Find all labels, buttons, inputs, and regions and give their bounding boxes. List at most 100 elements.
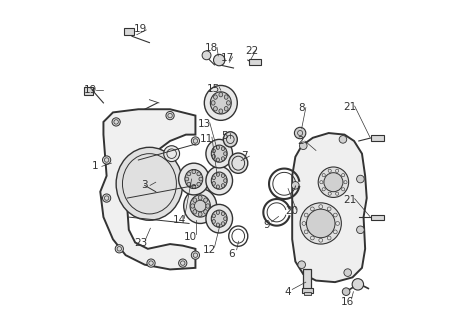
Ellipse shape: [185, 170, 203, 188]
Ellipse shape: [204, 210, 207, 214]
Text: 15: 15: [207, 84, 220, 94]
Ellipse shape: [212, 155, 215, 158]
Ellipse shape: [187, 182, 191, 186]
Ellipse shape: [211, 172, 227, 189]
Circle shape: [164, 146, 180, 162]
Polygon shape: [100, 109, 195, 269]
Ellipse shape: [185, 177, 189, 181]
Ellipse shape: [212, 181, 215, 185]
Circle shape: [357, 175, 364, 183]
Text: 21: 21: [344, 102, 357, 112]
FancyBboxPatch shape: [302, 288, 313, 293]
Text: 19: 19: [134, 24, 148, 34]
Ellipse shape: [219, 92, 223, 97]
Ellipse shape: [184, 188, 217, 223]
Ellipse shape: [198, 196, 202, 200]
Circle shape: [344, 269, 352, 276]
Ellipse shape: [216, 158, 219, 162]
Circle shape: [213, 54, 225, 66]
Ellipse shape: [223, 132, 237, 147]
Ellipse shape: [221, 222, 225, 226]
Circle shape: [342, 288, 350, 295]
Circle shape: [202, 51, 211, 60]
Ellipse shape: [212, 176, 215, 180]
Ellipse shape: [198, 212, 202, 216]
Text: 9: 9: [263, 220, 270, 230]
Ellipse shape: [206, 166, 233, 195]
Ellipse shape: [224, 179, 227, 182]
Circle shape: [339, 136, 347, 143]
Ellipse shape: [221, 184, 225, 188]
Ellipse shape: [197, 172, 201, 176]
Ellipse shape: [211, 101, 215, 105]
Ellipse shape: [211, 145, 227, 162]
Circle shape: [166, 111, 174, 120]
Ellipse shape: [178, 163, 209, 195]
Ellipse shape: [211, 210, 227, 227]
Circle shape: [191, 137, 199, 145]
Ellipse shape: [193, 210, 197, 214]
Ellipse shape: [213, 95, 217, 99]
FancyBboxPatch shape: [371, 135, 384, 141]
Ellipse shape: [205, 85, 237, 120]
Ellipse shape: [206, 204, 210, 208]
Ellipse shape: [221, 157, 225, 161]
Ellipse shape: [216, 172, 219, 176]
Ellipse shape: [190, 195, 210, 217]
Ellipse shape: [206, 204, 233, 233]
Ellipse shape: [212, 220, 215, 223]
Ellipse shape: [199, 177, 203, 181]
Ellipse shape: [116, 147, 183, 220]
Ellipse shape: [197, 182, 201, 186]
Ellipse shape: [204, 198, 207, 202]
Ellipse shape: [216, 223, 219, 227]
Text: 2: 2: [297, 136, 304, 146]
Ellipse shape: [210, 92, 231, 114]
Circle shape: [294, 127, 306, 139]
Ellipse shape: [187, 172, 191, 176]
Circle shape: [300, 203, 341, 244]
Text: 4: 4: [284, 287, 291, 297]
Ellipse shape: [191, 204, 194, 208]
Circle shape: [112, 118, 120, 126]
Circle shape: [306, 209, 335, 238]
Text: 10: 10: [184, 232, 197, 242]
FancyBboxPatch shape: [303, 269, 311, 290]
Text: 16: 16: [340, 297, 354, 307]
Ellipse shape: [221, 212, 225, 216]
FancyBboxPatch shape: [249, 59, 261, 65]
Ellipse shape: [219, 109, 223, 113]
Ellipse shape: [216, 185, 219, 189]
Text: 22: 22: [245, 45, 259, 56]
FancyBboxPatch shape: [371, 215, 384, 220]
Ellipse shape: [216, 146, 219, 149]
Circle shape: [357, 226, 364, 234]
FancyBboxPatch shape: [84, 87, 92, 95]
Circle shape: [115, 245, 123, 253]
Polygon shape: [292, 133, 367, 282]
FancyBboxPatch shape: [124, 28, 134, 35]
Text: 18: 18: [205, 43, 219, 53]
Text: 8: 8: [298, 103, 305, 113]
Circle shape: [318, 167, 349, 197]
Ellipse shape: [224, 95, 228, 99]
Circle shape: [102, 194, 111, 202]
Text: 7: 7: [241, 151, 248, 161]
Text: 23: 23: [134, 238, 148, 248]
Ellipse shape: [192, 184, 196, 188]
Ellipse shape: [212, 214, 215, 218]
Ellipse shape: [221, 174, 225, 178]
Text: 21: 21: [344, 195, 357, 205]
Text: 11: 11: [200, 134, 213, 144]
Text: 6: 6: [229, 249, 235, 259]
Circle shape: [178, 259, 187, 267]
Circle shape: [324, 173, 343, 192]
Text: 20: 20: [286, 206, 299, 216]
Ellipse shape: [192, 170, 196, 174]
Circle shape: [298, 261, 305, 268]
Ellipse shape: [216, 211, 219, 214]
Circle shape: [299, 142, 307, 149]
Circle shape: [191, 251, 199, 259]
Text: 3: 3: [142, 180, 148, 190]
Text: 17: 17: [221, 53, 234, 63]
